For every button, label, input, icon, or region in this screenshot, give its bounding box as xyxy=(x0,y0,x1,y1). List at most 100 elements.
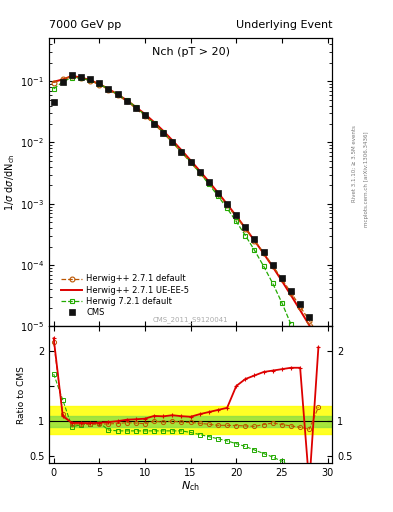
CMS xyxy=(252,236,257,242)
Herwig++ 2.7.1 default xyxy=(97,81,102,88)
Herwig 7.2.1 default xyxy=(316,390,321,396)
Herwig 7.2.1 default xyxy=(225,205,230,211)
CMS xyxy=(279,274,284,281)
Herwig++ 2.7.1 UE-EE-5 xyxy=(152,119,156,125)
Herwig 7.2.1 default xyxy=(234,219,239,225)
Herwig 7.2.1 default xyxy=(188,159,193,165)
Herwig 7.2.1 default xyxy=(270,281,275,287)
Herwig 7.2.1 default xyxy=(143,112,147,118)
Herwig++ 2.7.1 default xyxy=(106,87,111,93)
Herwig++ 2.7.1 default xyxy=(115,92,120,98)
Herwig 7.2.1 default xyxy=(79,75,83,81)
Herwig++ 2.7.1 UE-EE-5 xyxy=(61,76,65,82)
CMS xyxy=(225,201,230,207)
CMS xyxy=(307,314,312,321)
Herwig++ 2.7.1 UE-EE-5 xyxy=(225,201,230,207)
Herwig++ 2.7.1 UE-EE-5 xyxy=(298,307,303,313)
Herwig++ 2.7.1 default xyxy=(216,191,220,197)
Herwig 7.2.1 default xyxy=(279,300,284,306)
CMS xyxy=(197,169,202,175)
Herwig++ 2.7.1 UE-EE-5 xyxy=(197,168,202,174)
X-axis label: $N_{\sf ch}$: $N_{\sf ch}$ xyxy=(181,480,200,494)
Herwig++ 2.7.1 UE-EE-5 xyxy=(261,250,266,257)
Y-axis label: 1/$\sigma$ d$\sigma$/dN$_{\sf ch}$: 1/$\sigma$ d$\sigma$/dN$_{\sf ch}$ xyxy=(4,154,17,211)
Herwig++ 2.7.1 UE-EE-5 xyxy=(234,213,239,219)
CMS xyxy=(143,112,147,118)
CMS xyxy=(216,189,220,196)
CMS xyxy=(179,149,184,155)
CMS xyxy=(234,212,239,218)
Herwig++ 2.7.1 UE-EE-5 xyxy=(115,91,120,97)
Herwig++ 2.7.1 default xyxy=(288,290,293,296)
Line: Herwig++ 2.7.1 default: Herwig++ 2.7.1 default xyxy=(51,74,321,337)
CMS xyxy=(206,179,211,185)
CMS xyxy=(261,249,266,255)
Herwig++ 2.7.1 default xyxy=(143,113,147,119)
CMS xyxy=(243,224,248,230)
Herwig++ 2.7.1 UE-EE-5 xyxy=(243,225,248,231)
Herwig++ 2.7.1 default xyxy=(197,170,202,176)
Herwig++ 2.7.1 UE-EE-5 xyxy=(270,264,275,270)
Herwig 7.2.1 default xyxy=(298,346,303,352)
CMS xyxy=(152,121,156,127)
Herwig++ 2.7.1 default xyxy=(179,150,184,156)
Herwig++ 2.7.1 UE-EE-5 xyxy=(188,157,193,163)
Legend: Herwig++ 2.7.1 default, Herwig++ 2.7.1 UE-EE-5, Herwig 7.2.1 default, CMS: Herwig++ 2.7.1 default, Herwig++ 2.7.1 U… xyxy=(59,272,192,319)
Herwig 7.2.1 default xyxy=(70,74,74,80)
CMS xyxy=(298,301,303,307)
Text: 7000 GeV pp: 7000 GeV pp xyxy=(49,19,121,30)
Herwig++ 2.7.1 UE-EE-5 xyxy=(106,86,111,92)
Herwig++ 2.7.1 UE-EE-5 xyxy=(97,81,102,87)
Herwig 7.2.1 default xyxy=(197,170,202,176)
CMS xyxy=(70,72,74,78)
Herwig++ 2.7.1 UE-EE-5 xyxy=(252,238,257,244)
Y-axis label: Ratio to CMS: Ratio to CMS xyxy=(17,366,26,424)
CMS xyxy=(170,139,175,145)
Herwig++ 2.7.1 default xyxy=(270,263,275,269)
Herwig++ 2.7.1 default xyxy=(261,250,266,256)
Herwig++ 2.7.1 default xyxy=(298,304,303,310)
Herwig++ 2.7.1 default xyxy=(124,98,129,104)
Herwig++ 2.7.1 default xyxy=(152,121,156,127)
Herwig++ 2.7.1 default xyxy=(252,238,257,244)
Herwig++ 2.7.1 UE-EE-5 xyxy=(51,79,56,85)
Herwig++ 2.7.1 UE-EE-5 xyxy=(216,189,220,196)
Herwig++ 2.7.1 UE-EE-5 xyxy=(124,97,129,103)
Line: CMS: CMS xyxy=(51,72,321,343)
Herwig++ 2.7.1 default xyxy=(161,130,165,136)
CMS xyxy=(288,288,293,294)
Herwig++ 2.7.1 UE-EE-5 xyxy=(88,77,93,83)
Herwig++ 2.7.1 default xyxy=(170,139,175,145)
Text: mcplots.cern.ch [arXiv:1306.3436]: mcplots.cern.ch [arXiv:1306.3436] xyxy=(364,132,369,227)
Herwig 7.2.1 default xyxy=(216,193,220,199)
Herwig++ 2.7.1 UE-EE-5 xyxy=(316,338,321,344)
CMS xyxy=(79,74,83,80)
CMS xyxy=(316,337,321,343)
CMS xyxy=(97,80,102,87)
Herwig 7.2.1 default xyxy=(252,247,257,253)
Herwig 7.2.1 default xyxy=(115,91,120,97)
CMS xyxy=(134,104,138,111)
CMS xyxy=(124,98,129,104)
CMS xyxy=(61,79,65,85)
Herwig++ 2.7.1 default xyxy=(316,332,321,338)
Herwig++ 2.7.1 default xyxy=(243,226,248,232)
CMS xyxy=(51,99,56,105)
Herwig++ 2.7.1 UE-EE-5 xyxy=(206,179,211,185)
Herwig 7.2.1 default xyxy=(288,322,293,328)
Herwig++ 2.7.1 default xyxy=(79,75,83,81)
Herwig 7.2.1 default xyxy=(179,148,184,155)
Herwig 7.2.1 default xyxy=(97,81,102,87)
CMS xyxy=(270,262,275,268)
Herwig++ 2.7.1 default xyxy=(206,180,211,186)
Herwig 7.2.1 default xyxy=(152,120,156,126)
Herwig++ 2.7.1 UE-EE-5 xyxy=(288,292,293,298)
CMS xyxy=(188,159,193,165)
Text: CMS_2011_S9120041: CMS_2011_S9120041 xyxy=(153,316,228,324)
Text: Rivet 3.1.10; ≥ 3.5M events: Rivet 3.1.10; ≥ 3.5M events xyxy=(352,125,357,202)
CMS xyxy=(115,91,120,97)
Herwig 7.2.1 default xyxy=(106,86,111,92)
Herwig 7.2.1 default xyxy=(206,181,211,187)
Herwig++ 2.7.1 UE-EE-5 xyxy=(70,73,74,79)
Herwig++ 2.7.1 default xyxy=(134,105,138,112)
